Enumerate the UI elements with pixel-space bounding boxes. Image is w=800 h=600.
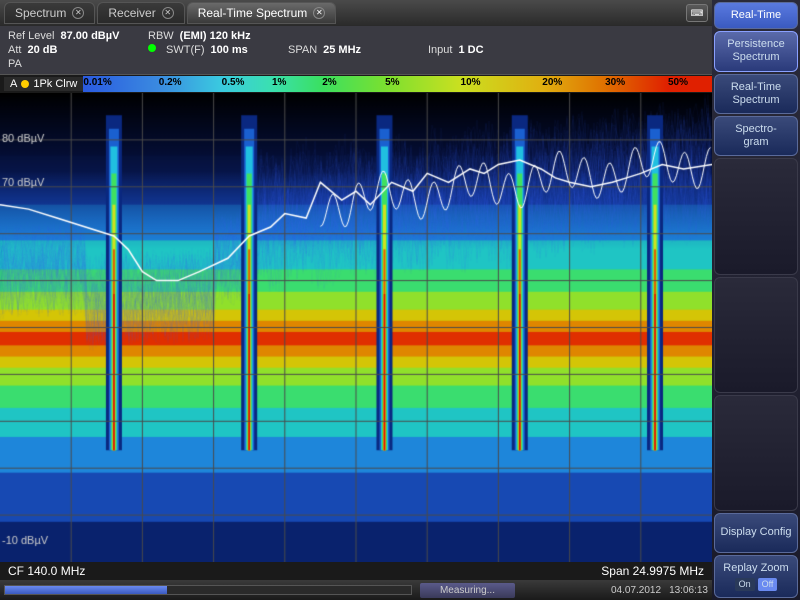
keyboard-icon[interactable]: ⌨ xyxy=(686,4,708,22)
close-icon[interactable]: ✕ xyxy=(313,7,325,19)
display-config-button[interactable]: Display Config xyxy=(714,513,798,553)
plot-footer: CF 140.0 MHz Span 24.9975 MHz xyxy=(0,562,712,580)
persistence-colorbar: 0.01%0.2%0.5%1%2%5%10%20%30%50% xyxy=(83,76,712,92)
input-value: 1 DC xyxy=(458,44,483,56)
input-label: Input xyxy=(428,44,452,56)
span-value: 25 MHz xyxy=(323,44,361,56)
close-icon[interactable]: ✕ xyxy=(162,7,174,19)
info-bar: Ref Level 87.00 dBµV RBW (EMI) 120 kHz Att… xyxy=(0,26,712,75)
trace-label: A 1Pk Clrw xyxy=(4,77,83,91)
swt-label: SWT(F) xyxy=(166,44,204,56)
replay-on[interactable]: On xyxy=(735,578,755,591)
replay-off[interactable]: Off xyxy=(758,578,778,591)
center-freq: CF 140.0 MHz xyxy=(8,564,85,578)
span-freq: Span 24.9975 MHz xyxy=(601,564,704,578)
spectrum-plot[interactable] xyxy=(0,93,712,562)
ref-level-value: 87.00 dBµV xyxy=(60,30,119,42)
empty-slot xyxy=(714,277,798,393)
persistence-spectrum-button[interactable]: Persistence Spectrum xyxy=(714,31,798,71)
realtime-spectrum-button[interactable]: Real-Time Spectrum xyxy=(714,74,798,114)
tab-realtime-spectrum[interactable]: Real-Time Spectrum ✕ xyxy=(187,2,337,24)
tab-label: Real-Time Spectrum xyxy=(198,6,308,20)
status-bar: Measuring... 04.07.2012 13:06:13 xyxy=(0,580,712,600)
empty-slot xyxy=(714,158,798,274)
trace-mode: 1Pk Clrw xyxy=(33,78,77,90)
measuring-label: Measuring... xyxy=(420,583,515,598)
rbw-label: RBW xyxy=(148,30,174,42)
att-value: 20 dB xyxy=(27,44,57,56)
rbw-value: (EMI) 120 kHz xyxy=(180,30,251,42)
empty-slot xyxy=(714,395,798,511)
mode-title[interactable]: Real-Time xyxy=(714,2,798,29)
spectrogram-button[interactable]: Spectro- gram xyxy=(714,116,798,156)
swt-value: 100 ms xyxy=(210,44,247,56)
tab-spectrum[interactable]: Spectrum ✕ xyxy=(4,2,95,24)
sidebar: Real-Time Persistence Spectrum Real-Time… xyxy=(712,0,800,600)
close-icon[interactable]: ✕ xyxy=(72,7,84,19)
tab-label: Receiver xyxy=(108,6,155,20)
span-label: SPAN xyxy=(288,44,317,56)
ref-level-label: Ref Level xyxy=(8,30,54,42)
time-label: 13:06:13 xyxy=(669,585,708,596)
trace-id: A xyxy=(10,78,17,90)
att-label: Att xyxy=(8,44,21,56)
tabs-row: Spectrum ✕ Receiver ✕ Real-Time Spectrum… xyxy=(0,0,712,26)
replay-zoom-button[interactable]: Replay Zoom On Off xyxy=(714,555,798,598)
colorbar-row: A 1Pk Clrw 0.01%0.2%0.5%1%2%5%10%20%30%5… xyxy=(0,75,712,93)
progress-bar xyxy=(4,585,412,595)
swt-status-dot xyxy=(148,44,156,52)
tab-receiver[interactable]: Receiver ✕ xyxy=(97,2,184,24)
date-label: 04.07.2012 xyxy=(611,585,661,596)
pa-label: PA xyxy=(8,58,22,70)
tab-label: Spectrum xyxy=(15,6,66,20)
plot-canvas xyxy=(0,93,712,562)
trace-color-dot xyxy=(21,80,29,88)
